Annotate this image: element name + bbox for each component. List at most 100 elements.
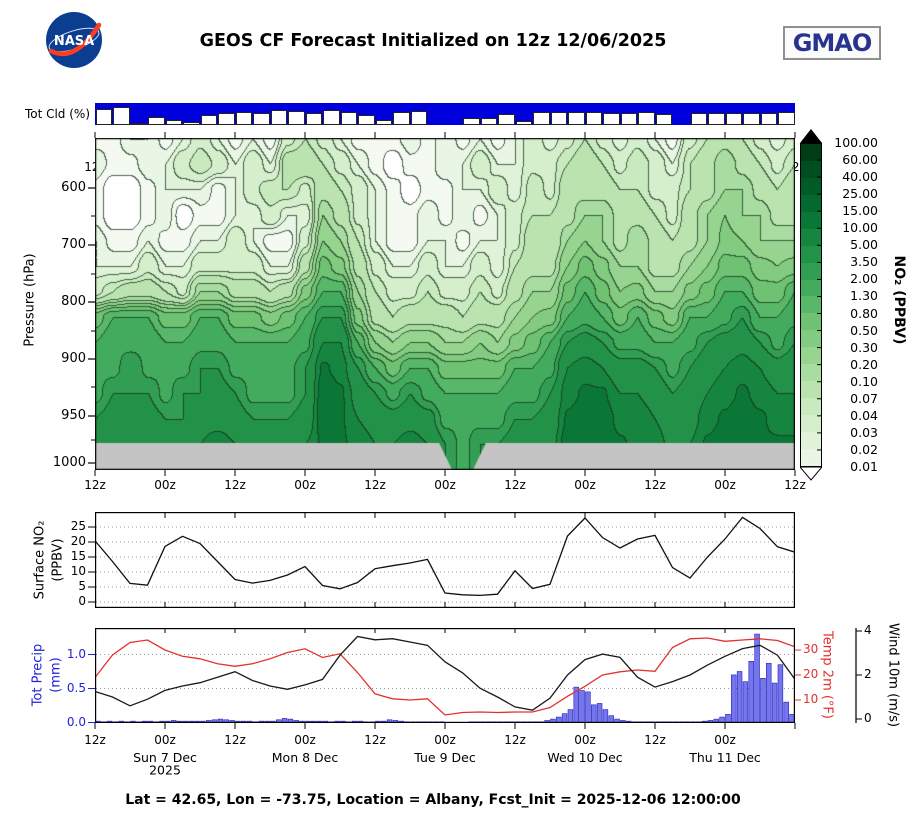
colorbar-segment (801, 160, 821, 178)
precip-bar (725, 714, 731, 723)
cloud-bar (515, 120, 532, 125)
frame (95, 628, 795, 723)
precip-bar (742, 681, 749, 723)
cloud-bar (375, 119, 392, 125)
colorbar-segment (801, 448, 821, 466)
colorbar-segment (801, 144, 821, 161)
pressure-tick-label: 800 (61, 294, 86, 309)
page-title: GEOS CF Forecast Initialized on 12z 12/0… (199, 31, 667, 51)
temp-axis-label: Temp 2m (°F) (819, 631, 835, 719)
colorbar-tick-label: 0.03 (850, 424, 878, 440)
main-bottom-time-tick-label: 12z (504, 478, 526, 492)
surface-tick-label: 20 (70, 534, 86, 548)
precip-tick-label: 0.5 (66, 680, 86, 695)
colorbar-tick-label: 0.01 (850, 459, 878, 474)
cloud-bar (218, 112, 235, 125)
temp-tick-label: 20 (803, 667, 819, 681)
day-label: Mon 8 Dec (271, 750, 339, 765)
cloud-bar (550, 111, 567, 125)
precip-bar (561, 713, 568, 723)
bottom-time-tick-label: 12z (84, 733, 106, 747)
main-bottom-time-tick-label: 00z (574, 478, 596, 492)
main-bottom-time-tick-label: 12z (644, 478, 666, 492)
bottom-time-tick-label: 12z (644, 733, 666, 747)
main-bottom-time-tick-label: 00z (714, 478, 736, 492)
colorbar-segment (801, 262, 821, 280)
precip-bar (719, 716, 725, 723)
pressure-tick-label: 700 (61, 237, 86, 252)
cloud-axis-label: Tot Cld (%) (24, 107, 90, 121)
cloud-bar (288, 110, 305, 125)
year-label: 2025 (149, 762, 181, 778)
colorbar-segment (801, 279, 821, 297)
frame (95, 512, 795, 608)
colorbar-tick-label: 40.00 (842, 169, 878, 185)
cloud-bar (603, 112, 620, 125)
precip-tick-label: 1.0 (66, 646, 86, 661)
colorbar-tick-label: 3.50 (850, 254, 878, 270)
surface-no2-panel (95, 512, 795, 608)
cloud-bar (358, 115, 375, 125)
cloud-bar (130, 122, 147, 125)
precip-bar (556, 716, 562, 723)
bottom-time-tick-label: 00z (574, 733, 596, 747)
colorbar-tick-label: 0.07 (850, 390, 878, 406)
bottom-time-tick-label: 00z (434, 733, 456, 747)
cloud-bar (743, 112, 760, 125)
colorbar-segment (801, 194, 821, 212)
colorbar-tick-label: 15.00 (842, 203, 878, 219)
main-bottom-time-tick-label: 00z (294, 478, 316, 492)
precip-bar (585, 691, 591, 723)
precip-bar (748, 660, 754, 723)
pressure-axis-label: Pressure (hPa) (22, 253, 38, 347)
temp-tick-label: 10 (803, 692, 819, 706)
pressure-tick-label: 1000 (52, 455, 86, 470)
wind-line (95, 635, 795, 711)
day-label: Thu 11 Dec (689, 750, 761, 765)
cloud-bar (463, 118, 480, 125)
precip-bar (608, 715, 614, 723)
cloud-bar (585, 111, 602, 125)
cloud-bar (568, 111, 585, 125)
main-bottom-time-tick-label: 12z (84, 478, 106, 492)
precip-bar (602, 709, 609, 723)
colorbar-tick-label: 0.02 (850, 441, 878, 457)
main-bottom-time-tick-label: 00z (434, 478, 456, 492)
nasa-logo: NASA (45, 11, 103, 69)
surface-axis-label-line1: Surface NO₂ (32, 520, 48, 600)
no2-contour-plot (95, 138, 795, 470)
surface-tick-label: 25 (70, 519, 86, 533)
wind-tick-label: 2 (864, 667, 872, 681)
colorbar-tick-label: 5.00 (850, 237, 878, 253)
colorbar-tick-label: 1.30 (850, 288, 878, 304)
precip-bar (766, 663, 772, 723)
surface-tick-label: 15 (70, 549, 86, 563)
wind-axis-label: Wind 10m (m/s) (885, 622, 901, 728)
surface-tick-label: 0 (78, 594, 86, 608)
surface-axis-label-line2: (PPBV) (50, 538, 66, 582)
colorbar-tick-label: 60.00 (842, 152, 878, 168)
precip-bar (591, 704, 597, 723)
colorbar-tick-label: 25.00 (842, 186, 878, 202)
pressure-tick-label: 950 (61, 408, 86, 423)
day-label: Wed 10 Dec (547, 750, 623, 765)
cloud-bar (253, 112, 270, 125)
cloud-bar (200, 115, 217, 125)
day-label: Sun 7 Dec (133, 750, 197, 765)
main-bottom-time-tick-label: 12z (224, 478, 246, 492)
day-label: Tue 9 Dec (414, 750, 476, 765)
cloud-bar (393, 111, 410, 125)
wind-tick-label: 4 (864, 623, 872, 637)
cloud-bar (148, 117, 165, 125)
precip-bar (579, 690, 585, 723)
precip-bar (789, 714, 795, 723)
colorbar-tick-label: 0.80 (850, 305, 878, 321)
cloud-bar (533, 111, 550, 125)
colorbar-tick-label: 2.00 (850, 271, 878, 287)
cloud-bar (113, 107, 130, 125)
cloud-bar (690, 112, 707, 125)
colorbar-segment (801, 330, 821, 348)
precip-bar (567, 709, 574, 723)
colorbar-segment (801, 398, 821, 415)
precip-bar (596, 703, 603, 723)
